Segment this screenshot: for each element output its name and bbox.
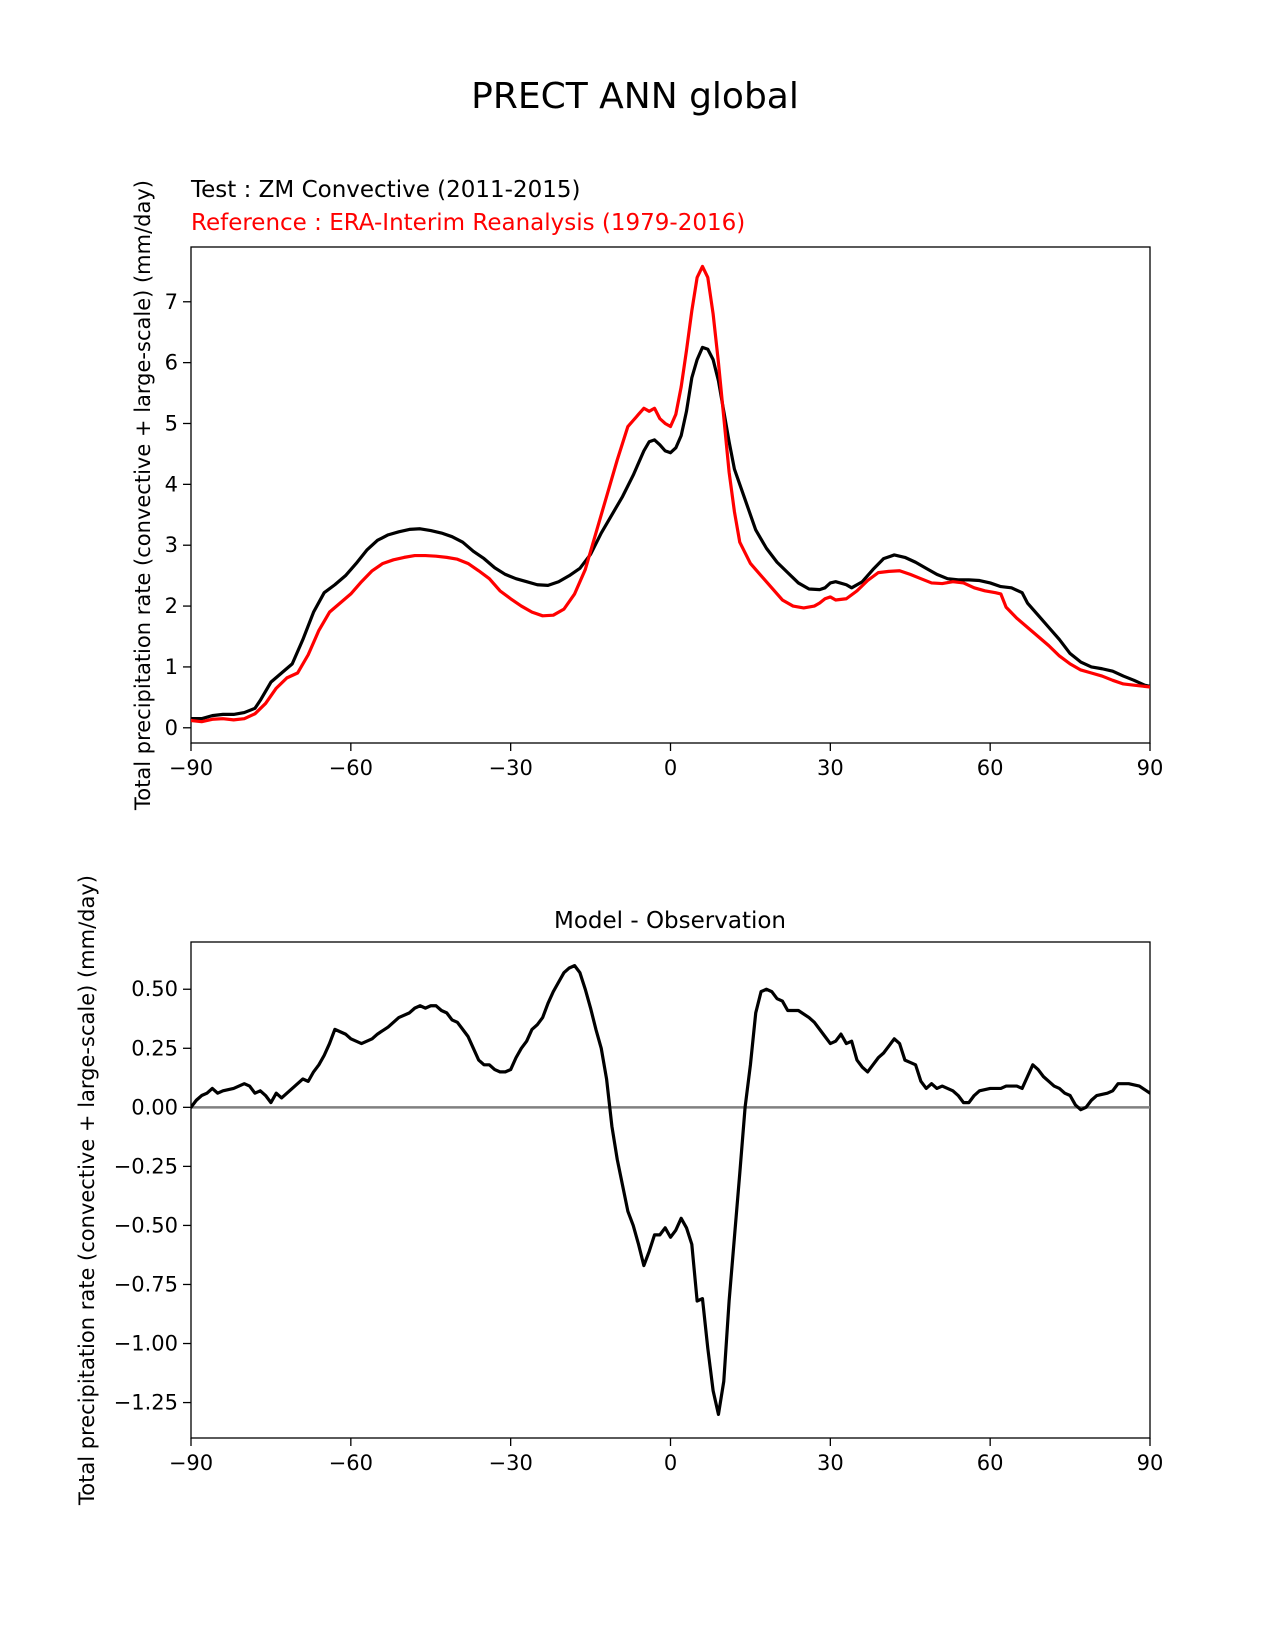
top-series-line-0 bbox=[191, 345, 1150, 721]
top-series-group bbox=[191, 264, 1150, 724]
legend-test-label: Test : ZM Convective (2011-2015) bbox=[190, 177, 580, 203]
top-y-tick-label: 5 bbox=[165, 411, 178, 435]
bottom-subplot-title: Model - Observation bbox=[554, 908, 786, 934]
bottom-y-tick-label: −0.25 bbox=[114, 1154, 178, 1178]
bottom-x-ticks: −90 −60 −30 0 30 60 90 bbox=[169, 1438, 1164, 1475]
bottom-plot-frame bbox=[190, 941, 1151, 1439]
bottom-y-ticks: 0.50 0.25 0.00 −0.25 −0.50 −0.75 −1.00 −1.25 bbox=[114, 977, 191, 1415]
top-x-tick-label: 30 bbox=[817, 756, 844, 780]
bottom-y-tick-label: −0.75 bbox=[114, 1272, 178, 1296]
bottom-x-tick-label: 60 bbox=[977, 1451, 1004, 1475]
bottom-x-tick-label: −90 bbox=[169, 1451, 213, 1475]
bottom-series-line-0 bbox=[191, 964, 1150, 1416]
top-x-tick-label: 60 bbox=[977, 756, 1004, 780]
bottom-y-axis-label: Total precipitation rate (convective + l… bbox=[75, 875, 99, 1506]
bottom-subplot: Model - Observation −90 −60 −30 0 30 60 90 0.5… bbox=[75, 875, 1164, 1506]
top-y-axis-label: Total precipitation rate (convective + l… bbox=[131, 180, 155, 811]
bottom-x-tick-label: −30 bbox=[489, 1451, 533, 1475]
legend-reference-label: Reference : ERA-Interim Reanalysis (1979… bbox=[191, 210, 745, 236]
top-y-tick-label: 7 bbox=[165, 290, 178, 314]
bottom-x-tick-label: 30 bbox=[817, 1451, 844, 1475]
top-x-tick-label: 0 bbox=[664, 756, 677, 780]
bottom-y-tick-label: 0.00 bbox=[131, 1095, 178, 1119]
top-y-tick-label: 6 bbox=[165, 351, 178, 375]
bottom-y-tick-label: −1.00 bbox=[114, 1332, 178, 1356]
top-plot-frame bbox=[190, 246, 1151, 744]
top-y-tick-label: 2 bbox=[165, 594, 178, 618]
bottom-y-tick-label: −0.50 bbox=[114, 1213, 178, 1237]
bottom-y-tick-label: 0.25 bbox=[131, 1036, 178, 1060]
top-x-ticks: −90 −60 −30 0 30 60 90 bbox=[169, 743, 1164, 780]
figure-title: PRECT ANN global bbox=[471, 76, 799, 117]
bottom-x-tick-label: 0 bbox=[664, 1451, 677, 1475]
top-y-tick-label: 4 bbox=[165, 472, 178, 496]
bottom-y-tick-label: −1.25 bbox=[114, 1391, 178, 1415]
bottom-series-group bbox=[191, 964, 1150, 1416]
top-x-tick-label: 90 bbox=[1137, 756, 1164, 780]
top-y-ticks: 0 1 2 3 4 5 6 7 bbox=[165, 290, 191, 740]
top-x-tick-label: −30 bbox=[489, 756, 533, 780]
top-series-line-1 bbox=[191, 264, 1150, 724]
top-y-tick-label: 0 bbox=[165, 716, 178, 740]
top-x-tick-label: −60 bbox=[329, 756, 373, 780]
top-subplot: Test : ZM Convective (2011-2015) Referen… bbox=[131, 177, 1164, 811]
top-y-tick-label: 1 bbox=[165, 655, 178, 679]
bottom-x-tick-label: −60 bbox=[329, 1451, 373, 1475]
bottom-y-tick-label: 0.50 bbox=[131, 977, 178, 1001]
bottom-x-tick-label: 90 bbox=[1137, 1451, 1164, 1475]
top-y-tick-label: 3 bbox=[165, 533, 178, 557]
top-x-tick-label: −90 bbox=[169, 756, 213, 780]
